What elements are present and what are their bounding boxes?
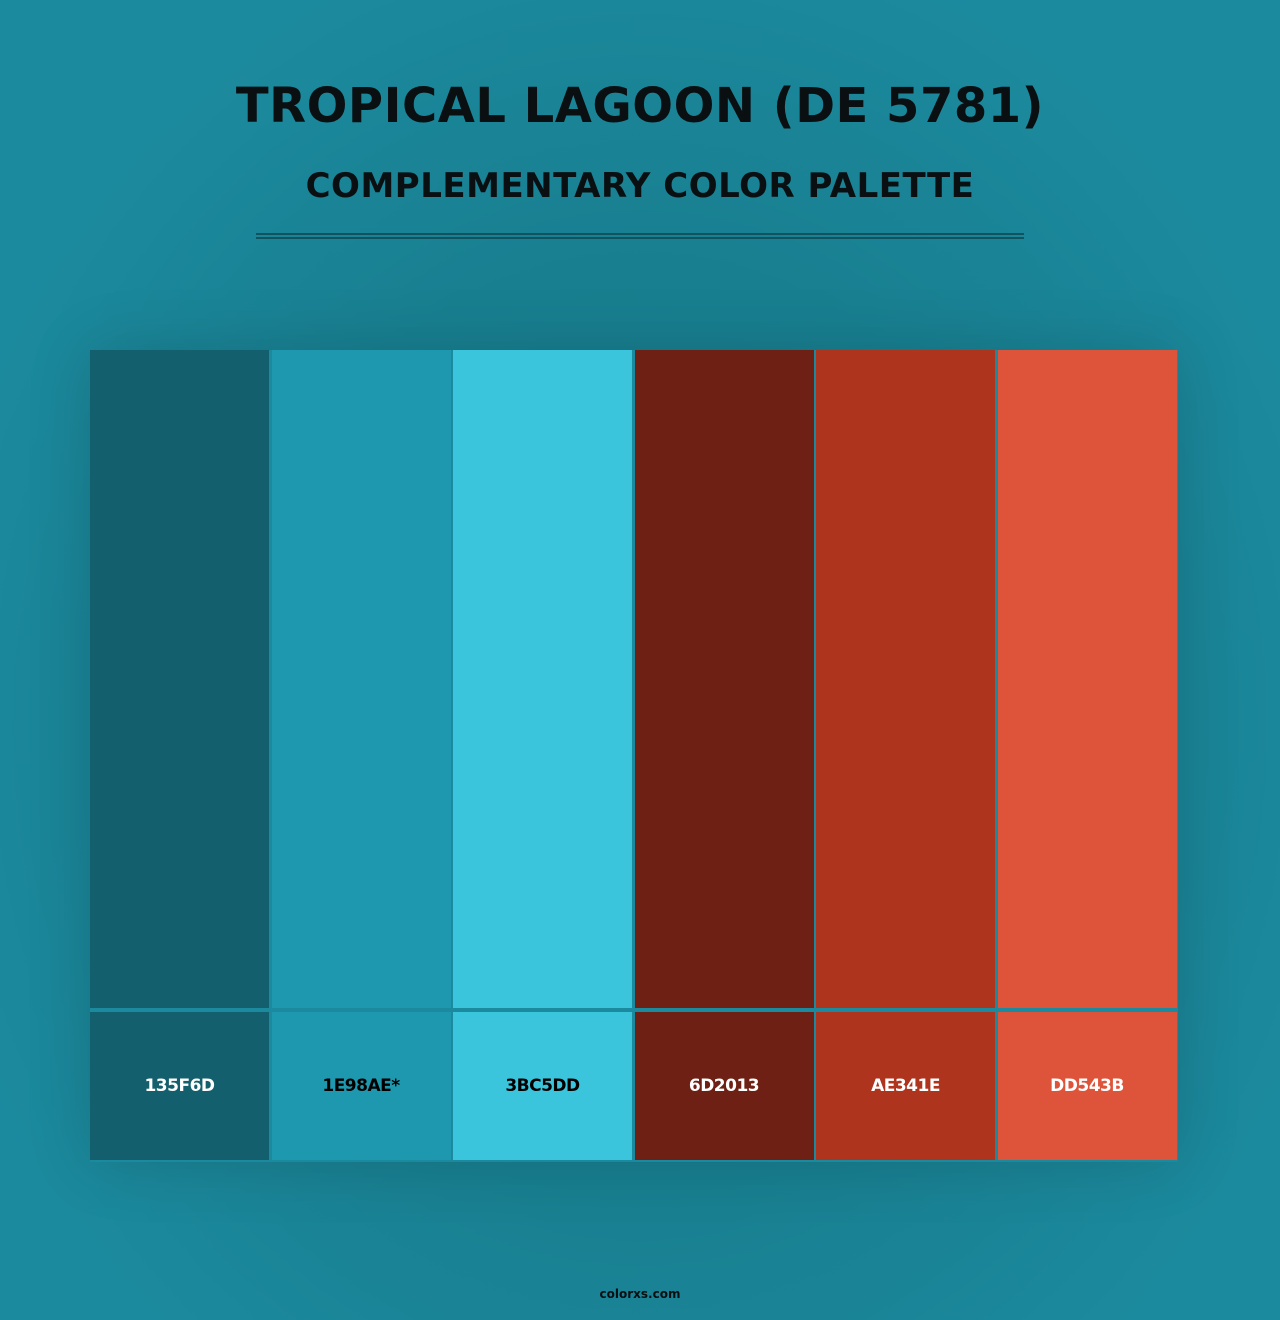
color-column[interactable]: 135F6D	[90, 350, 269, 1162]
divider	[256, 237, 1024, 239]
color-palette: 135F6D 1E98AE* 3BC5DD 6D2013 AE341E DD543B	[90, 350, 1178, 1162]
color-swatch[interactable]	[271, 350, 451, 1008]
footer-site[interactable]: colorxs.com	[599, 1287, 681, 1301]
color-hex-label: 6D2013	[634, 1012, 814, 1160]
color-hex-label: 135F6D	[90, 1012, 269, 1160]
page-title: TROPICAL LAGOON (DE 5781)	[235, 78, 1045, 134]
color-swatch[interactable]	[997, 350, 1177, 1008]
color-hex-label: 1E98AE*	[271, 1012, 451, 1160]
color-column[interactable]: AE341E	[816, 350, 995, 1162]
color-column[interactable]: 3BC5DD	[453, 350, 632, 1162]
color-swatch[interactable]	[453, 350, 632, 1008]
divider	[256, 233, 1024, 235]
color-hex-label: AE341E	[816, 1012, 995, 1160]
color-hex-label: 3BC5DD	[453, 1012, 632, 1160]
page-subtitle: COMPLEMENTARY COLOR PALETTE	[305, 166, 975, 206]
color-swatch[interactable]	[90, 350, 269, 1008]
color-swatch[interactable]	[816, 350, 995, 1008]
color-swatch[interactable]	[634, 350, 814, 1008]
color-hex-label: DD543B	[997, 1012, 1177, 1160]
color-column[interactable]: DD543B	[997, 350, 1177, 1162]
color-column[interactable]: 6D2013	[634, 350, 814, 1162]
color-column[interactable]: 1E98AE*	[271, 350, 451, 1162]
